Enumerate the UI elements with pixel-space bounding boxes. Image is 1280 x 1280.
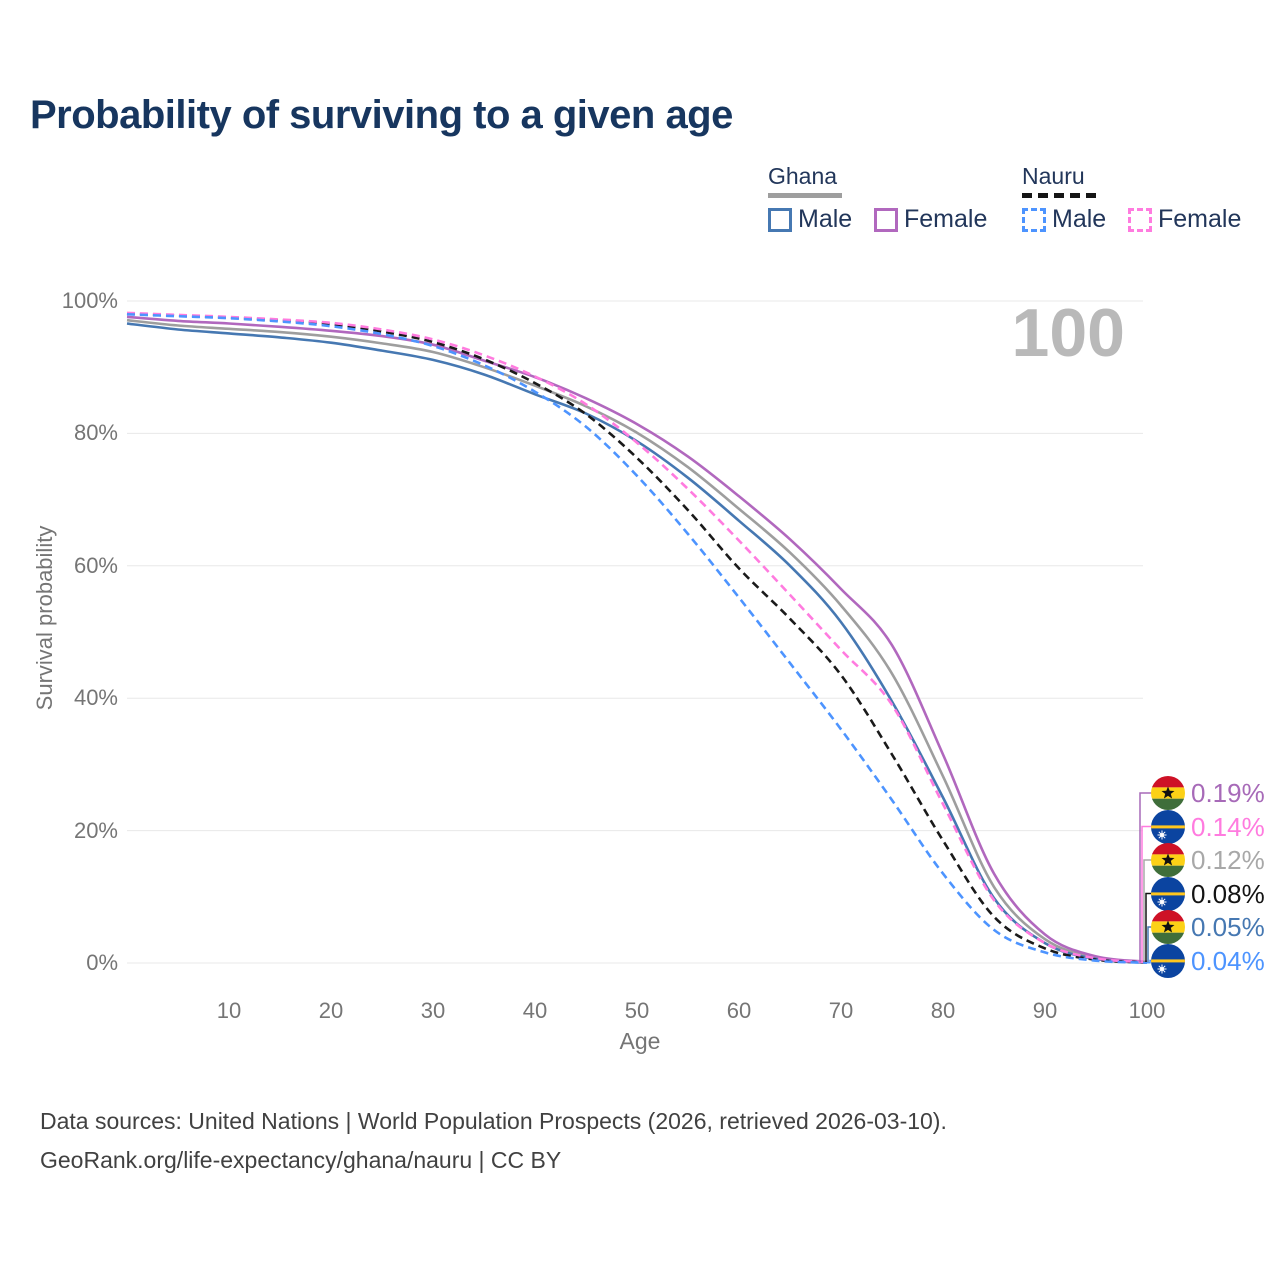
series-line-ghana-male[interactable] — [126, 322, 1148, 964]
nauru-flag-icon — [1151, 877, 1185, 911]
series-line-ghana-all[interactable] — [126, 318, 1148, 964]
x-tick-label: 100 — [1128, 998, 1166, 1023]
endpoint-label-row: 0.05% — [1151, 910, 1265, 944]
legend-item-nauru-male[interactable]: Male — [1022, 205, 1106, 234]
y-tick-label: 0% — [86, 950, 118, 975]
legend-label: Female — [904, 205, 988, 233]
ghana-flag-icon — [1151, 776, 1185, 810]
nauru-male-swatch-icon — [1022, 207, 1046, 232]
ghana-line-style-swatch — [768, 193, 842, 198]
nauru-flag-icon — [1151, 810, 1185, 844]
series-line-nauru-all[interactable] — [126, 312, 1148, 964]
endpoint-label-row: 0.04% — [1151, 944, 1265, 978]
x-tick-label: 30 — [420, 998, 446, 1023]
legend-item-ghana-male[interactable]: Male — [768, 205, 852, 234]
legend-label: Male — [1052, 205, 1107, 233]
chart-title: Probability of surviving to a given age — [30, 93, 733, 137]
x-tick-label: 10 — [216, 998, 242, 1023]
ghana-flag-icon — [1151, 910, 1185, 944]
y-tick-label: 60% — [73, 552, 118, 578]
nauru-female-swatch-icon — [1128, 207, 1152, 232]
legend-country-nauru: Nauru — [1022, 163, 1085, 189]
ghana-flag-icon — [1151, 843, 1185, 877]
footer-source-url[interactable]: GeoRank.org/life-expectancy/ghana/nauru … — [40, 1147, 562, 1173]
endpoint-value: 0.04% — [1191, 945, 1265, 976]
endpoint-value: 0.08% — [1191, 878, 1265, 909]
x-tick-label: 40 — [522, 998, 548, 1023]
footer-data-sources: Data sources: United Nations | World Pop… — [40, 1108, 947, 1134]
endpoint-label-row: 0.14% — [1151, 810, 1265, 844]
legend-group-ghana: Ghana — [768, 163, 842, 198]
x-tick-label: 90 — [1032, 998, 1058, 1023]
endpoint-label-row: 0.19% — [1151, 776, 1265, 810]
legend-country-ghana: Ghana — [768, 163, 838, 189]
x-tick-label: 80 — [930, 998, 956, 1023]
y-tick-label: 80% — [73, 420, 118, 446]
x-tick-label: 50 — [624, 998, 650, 1023]
legend-item-nauru-female[interactable]: Female — [1128, 205, 1241, 234]
endpoint-value: 0.19% — [1191, 778, 1265, 808]
x-axis-title: Age — [619, 1028, 661, 1054]
series-line-ghana-female[interactable] — [126, 315, 1148, 963]
y-tick-label: 40% — [73, 685, 118, 711]
endpoint-label-row: 0.12% — [1151, 843, 1265, 877]
hovered-age-watermark: 100 — [1011, 295, 1125, 371]
legend-item-ghana-female[interactable]: Female — [874, 205, 987, 234]
nauru-flag-icon — [1151, 944, 1185, 978]
legend-label: Male — [798, 205, 853, 233]
legend-label: Female — [1158, 205, 1242, 233]
y-tick-label: 20% — [73, 817, 118, 843]
x-tick-label: 70 — [828, 998, 854, 1023]
nauru-line-style-swatch — [1022, 193, 1096, 198]
endpoint-label-row: 0.08% — [1151, 877, 1265, 911]
y-tick-label: 100% — [61, 288, 118, 313]
endpoint-value: 0.14% — [1191, 811, 1265, 842]
series-line-nauru-male[interactable] — [126, 312, 1148, 964]
endpoint-value: 0.05% — [1191, 912, 1265, 942]
endpoint-leader-line — [1141, 825, 1152, 963]
ghana-female-swatch-icon — [874, 207, 898, 232]
series-line-nauru-female[interactable] — [126, 311, 1148, 964]
endpoint-value: 0.12% — [1191, 845, 1265, 875]
x-tick-label: 20 — [318, 998, 344, 1023]
x-tick-label: 60 — [726, 998, 752, 1023]
legend-group-nauru: Nauru — [1022, 163, 1096, 198]
ghana-male-swatch-icon — [768, 207, 792, 232]
